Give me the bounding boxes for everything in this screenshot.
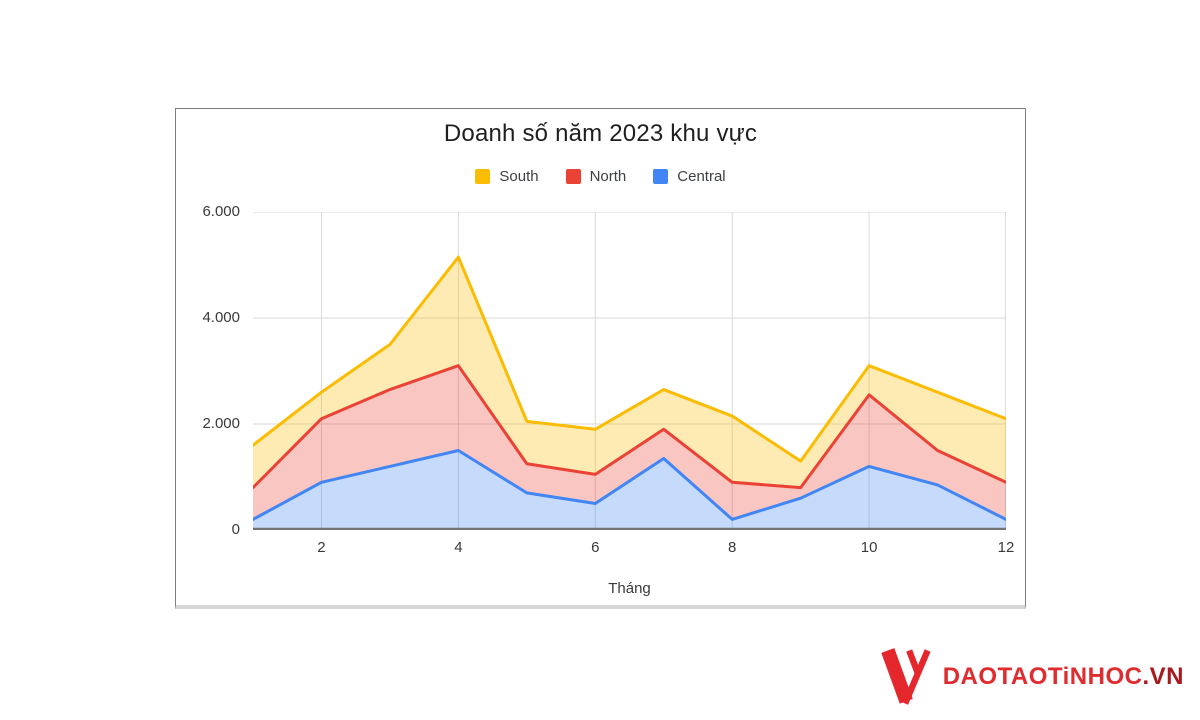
x-axis-tick-labels: 2 4 6 8 10 12 xyxy=(253,539,1014,559)
x-tick-label: 12 xyxy=(997,539,1015,556)
chart-legend: South North Central xyxy=(176,168,1025,185)
plot-area xyxy=(253,212,1006,530)
brand-v-logo-icon xyxy=(881,648,931,705)
x-tick-label: 2 xyxy=(317,539,326,556)
legend-swatch-north-icon xyxy=(565,169,581,184)
y-tick-label: 6.000 xyxy=(202,203,240,220)
legend-label-north: North xyxy=(589,168,627,185)
x-tick-label: 6 xyxy=(591,539,600,556)
legend-item-south: South xyxy=(475,168,539,185)
legend-label-central: Central xyxy=(677,168,726,185)
brand-text: DAOTAOTiNHOC.VN xyxy=(943,663,1184,691)
legend-label-south: South xyxy=(499,168,539,185)
x-tick-label: 8 xyxy=(728,539,737,556)
brand-text-suffix: .VN xyxy=(1142,663,1184,690)
brand-text-main: DAOTAOTiNHOC xyxy=(942,663,1143,690)
brand-watermark: DAOTAOTiNHOC.VN xyxy=(877,647,1184,707)
chart-title: Doanh số năm 2023 khu vực xyxy=(443,120,758,147)
legend-swatch-south-icon xyxy=(475,169,491,184)
x-tick-label: 10 xyxy=(860,539,878,556)
y-tick-label: 4.000 xyxy=(202,309,240,326)
area-chart-canvas xyxy=(253,212,1006,530)
y-tick-label: 2.000 xyxy=(202,415,240,432)
legend-swatch-central-icon xyxy=(653,169,669,184)
x-tick-label: 4 xyxy=(454,539,463,556)
legend-item-north: North xyxy=(565,168,627,185)
legend-item-central: Central xyxy=(653,168,726,185)
chart-card: Doanh số năm 2023 khu vực South North Ce… xyxy=(175,108,1026,609)
y-tick-label: 0 xyxy=(231,521,240,538)
x-axis-title: Tháng xyxy=(608,580,651,597)
y-axis-tick-labels: 0 2.000 4.000 6.000 xyxy=(176,203,240,538)
